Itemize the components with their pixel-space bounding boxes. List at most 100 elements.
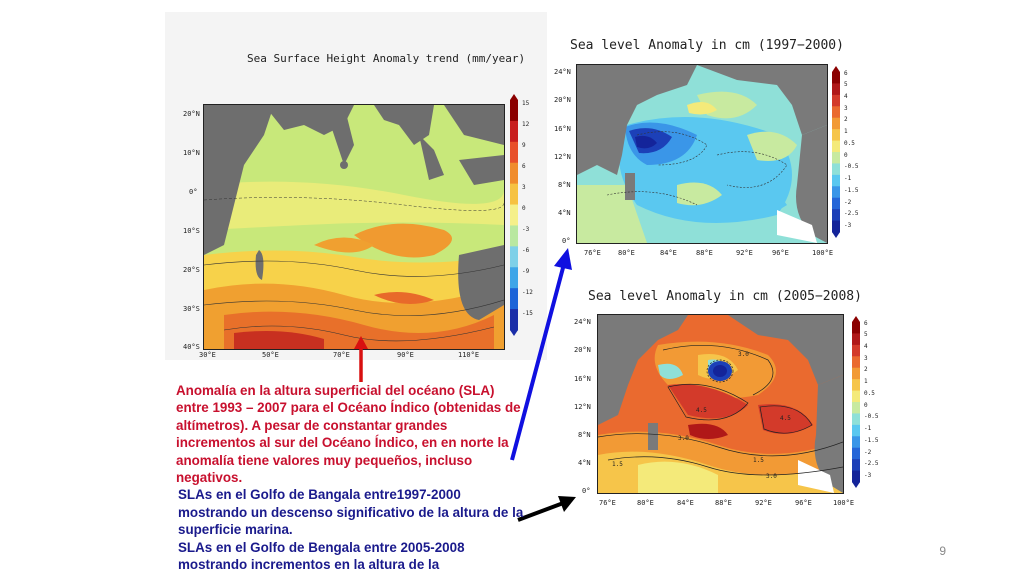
colorbar-segment bbox=[510, 309, 518, 331]
bay-of-bengal-1997-2000-map bbox=[576, 64, 828, 244]
colorbar-tick: 3 bbox=[522, 184, 526, 191]
colorbar-tick: 3 bbox=[864, 355, 868, 362]
colorbar-segment bbox=[832, 83, 840, 96]
colorbar-tick: -15 bbox=[522, 310, 533, 317]
colorbar-tick: -1 bbox=[844, 175, 852, 182]
colorbar-bottom-cap bbox=[832, 232, 840, 238]
lat-tick: 10°N bbox=[183, 149, 200, 157]
colorbar-tick: -3 bbox=[864, 472, 872, 479]
colorbar-segment bbox=[832, 72, 840, 84]
lat-tick: 12°N bbox=[554, 153, 571, 161]
colorbar-segment bbox=[852, 459, 860, 472]
colorbar-segment bbox=[832, 106, 840, 119]
lat-tick: 20°N bbox=[574, 346, 591, 354]
colorbar-tick: -12 bbox=[522, 289, 533, 296]
sla-2005-colorbar bbox=[852, 316, 860, 488]
lat-tick: 16°N bbox=[574, 375, 591, 383]
colorbar-tick: 4 bbox=[844, 93, 848, 100]
colorbar-segment bbox=[832, 174, 840, 187]
top-right-lon-ticks: 76°E 80°E 84°E 88°E 92°E 96°E 100°E bbox=[576, 249, 846, 261]
lat-tick: 20°N bbox=[183, 110, 200, 118]
lon-tick: 90°E bbox=[397, 351, 414, 359]
top-right-lat-ticks: 24°N 20°N 16°N 12°N 8°N 4°N 0° bbox=[548, 64, 574, 254]
colorbar-tick: 3 bbox=[844, 105, 848, 112]
contour-label: 1.5 bbox=[612, 461, 623, 468]
colorbar-tick: 12 bbox=[522, 121, 530, 128]
colorbar-tick: -3 bbox=[844, 222, 852, 229]
colorbar-tick: 0.5 bbox=[844, 140, 855, 147]
colorbar-top-cap bbox=[832, 66, 840, 72]
lon-tick: 96°E bbox=[772, 249, 789, 257]
colorbar-tick: 0 bbox=[864, 402, 868, 409]
contour-label: 3.0 bbox=[738, 351, 749, 358]
lon-tick: 80°E bbox=[637, 499, 654, 507]
trend-map-graphic bbox=[204, 105, 504, 349]
colorbar-segment bbox=[832, 152, 840, 164]
colorbar-tick: -1.5 bbox=[844, 187, 859, 194]
contour-label: 4.5 bbox=[780, 415, 791, 422]
colorbar-segment bbox=[510, 246, 518, 268]
bottom-right-figure-title: Sea level Anomaly in cm (2005−2008) bbox=[588, 289, 862, 304]
colorbar-tick: 6 bbox=[844, 70, 848, 77]
colorbar-tick: -2.5 bbox=[844, 210, 859, 217]
colorbar-tick: 2 bbox=[864, 366, 868, 373]
colorbar-tick: 0 bbox=[844, 152, 848, 159]
colorbar-segment bbox=[852, 344, 860, 357]
colorbar-segment bbox=[852, 322, 860, 334]
lon-tick: 80°E bbox=[618, 249, 635, 257]
colorbar-segment bbox=[510, 100, 518, 122]
colorbar-tick: 15 bbox=[522, 100, 530, 107]
lat-tick: 10°S bbox=[183, 227, 200, 235]
colorbar-bottom-cap bbox=[852, 482, 860, 488]
colorbar-tick: 5 bbox=[864, 331, 868, 338]
trend-colorbar-labels: 15 12 9 6 3 0 -3 -6 -9 -12 -15 bbox=[522, 100, 542, 340]
caption-2005-2008: SLAs en el Golfo de Bengala entre 2005-2… bbox=[178, 539, 465, 573]
colorbar-tick: 1 bbox=[844, 128, 848, 135]
colorbar-bottom-cap bbox=[510, 330, 518, 336]
colorbar-segment bbox=[852, 379, 860, 392]
lon-tick: 76°E bbox=[599, 499, 616, 507]
colorbar-segment bbox=[832, 163, 840, 176]
colorbar-tick: 0 bbox=[522, 205, 526, 212]
colorbar-segment bbox=[852, 402, 860, 414]
colorbar-tick: -2.5 bbox=[864, 460, 879, 467]
colorbar-tick: -1.5 bbox=[864, 437, 879, 444]
colorbar-segment bbox=[852, 356, 860, 369]
bay-of-bengal-2005-2008-map: 3.0 4.5 1.5 1.5 3.0 4.5 3.0 bbox=[597, 314, 844, 494]
blue-arrow-icon bbox=[510, 248, 572, 461]
lon-tick: 92°E bbox=[755, 499, 772, 507]
colorbar-segment bbox=[852, 413, 860, 426]
colorbar-tick: -3 bbox=[522, 226, 530, 233]
colorbar-tick: 4 bbox=[864, 343, 868, 350]
colorbar-tick: -2 bbox=[864, 449, 872, 456]
colorbar-segment bbox=[510, 225, 518, 247]
colorbar-segment bbox=[510, 183, 518, 206]
bottom-right-lon-ticks: 76°E 80°E 84°E 88°E 92°E 96°E 100°E bbox=[597, 499, 867, 511]
lat-tick: 20°N bbox=[554, 96, 571, 104]
lon-tick: 92°E bbox=[736, 249, 753, 257]
black-arrow-icon bbox=[517, 496, 576, 522]
lat-tick: 40°S bbox=[183, 343, 200, 351]
lat-tick: 24°N bbox=[554, 68, 571, 76]
colorbar-segment bbox=[510, 162, 518, 185]
contour-label: 4.5 bbox=[696, 407, 707, 414]
colorbar-segment bbox=[852, 424, 860, 437]
colorbar-tick: -0.5 bbox=[864, 413, 879, 420]
bottom-right-lat-ticks: 24°N 20°N 16°N 12°N 8°N 4°N 0° bbox=[568, 314, 596, 504]
colorbar-tick: 2 bbox=[844, 116, 848, 123]
colorbar-tick: 0.5 bbox=[864, 390, 875, 397]
lat-tick: 24°N bbox=[574, 318, 591, 326]
sla-2005-colorbar-labels: 6 5 4 3 2 1 0.5 0 -0.5 -1 -1.5 -2 -2.5 -… bbox=[864, 320, 884, 490]
colorbar-tick: 9 bbox=[522, 142, 526, 149]
lon-tick: 110°E bbox=[458, 351, 480, 359]
lat-tick: 4°N bbox=[578, 459, 591, 467]
lon-tick: 70°E bbox=[333, 351, 350, 359]
lon-tick: 100°E bbox=[833, 499, 855, 507]
sla-2005-map-graphic bbox=[598, 315, 843, 493]
colorbar-tick: 6 bbox=[864, 320, 868, 327]
top-right-figure-title: Sea level Anomaly in cm (1997−2000) bbox=[570, 38, 844, 53]
colorbar-segment bbox=[832, 94, 840, 107]
colorbar-segment bbox=[832, 220, 840, 233]
lat-tick: 0° bbox=[189, 188, 198, 196]
colorbar-tick: -6 bbox=[522, 247, 530, 254]
